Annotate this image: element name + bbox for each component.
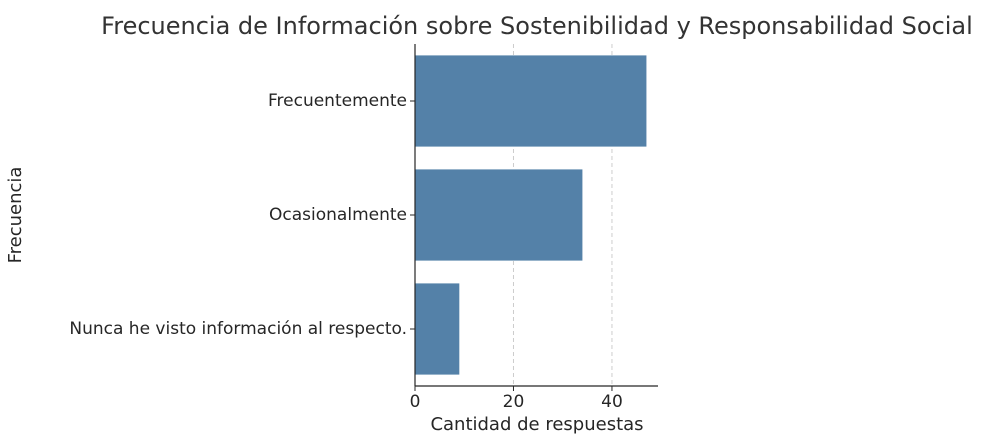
bar (415, 283, 460, 375)
x-tick-label: 40 (601, 392, 623, 412)
y-axis-label: Frecuencia (5, 167, 26, 264)
x-axis-label: Cantidad de respuestas (430, 414, 643, 435)
y-tick-label: Frecuentemente (268, 91, 407, 111)
bar (415, 169, 583, 261)
chart-title: Frecuencia de Información sobre Sostenib… (101, 12, 973, 40)
x-tick-label: 20 (503, 392, 525, 412)
x-tick-label: 0 (410, 392, 421, 412)
y-tick-label: Nunca he visto información al respecto. (69, 319, 407, 339)
bar (415, 55, 647, 147)
y-tick-label: Ocasionalmente (269, 205, 407, 225)
